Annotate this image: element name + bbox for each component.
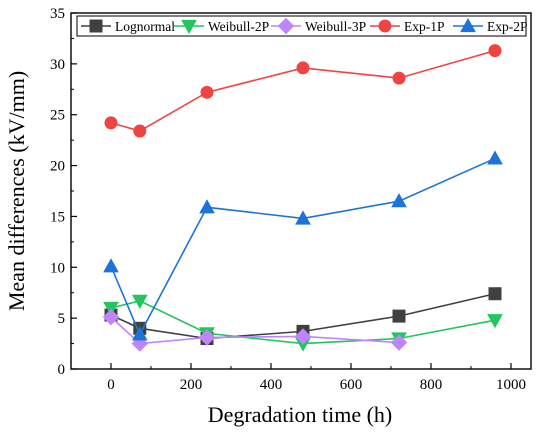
x-tick-label: 0 — [107, 377, 115, 393]
legend-item: Weibull-3P — [271, 17, 366, 35]
series-line — [110, 300, 496, 345]
legend-item: Exp-1P — [370, 19, 445, 34]
data-point — [198, 329, 216, 346]
data-point — [488, 44, 502, 58]
legend-label: Weibull-3P — [305, 19, 366, 34]
data-point — [392, 309, 406, 323]
legend-item: Exp-2P — [453, 17, 528, 34]
legend-marker — [89, 19, 103, 33]
data-point — [199, 199, 215, 214]
y-tick-label: 25 — [50, 108, 65, 124]
y-tick-label: 20 — [50, 159, 65, 175]
data-point — [488, 287, 502, 301]
data-point — [200, 85, 214, 99]
series-layer — [102, 44, 503, 352]
series-weibull-2p — [103, 294, 503, 352]
series-exp-1p — [104, 44, 502, 138]
y-tick-label: 35 — [50, 6, 65, 22]
x-tick-label: 200 — [180, 377, 203, 393]
data-point — [391, 193, 407, 208]
legend-label: Weibull-2P — [208, 19, 269, 34]
y-axis-title: Mean differences (kV/mm) — [4, 71, 29, 311]
legend-item: Weibull-2P — [174, 19, 269, 35]
data-point — [133, 124, 147, 138]
y-tick-label: 5 — [58, 311, 66, 327]
legend-label: Exp-2P — [487, 19, 528, 34]
data-point — [295, 210, 311, 225]
legend-marker — [460, 17, 476, 33]
data-point — [104, 116, 118, 130]
legend-item: Lognormal — [81, 19, 175, 34]
legend-marker — [181, 19, 197, 35]
data-point — [487, 314, 503, 329]
data-point — [294, 328, 312, 345]
legend-label: Exp-1P — [404, 19, 445, 34]
x-tick-label: 1000 — [496, 377, 526, 393]
x-tick-label: 800 — [420, 377, 443, 393]
y-tick-label: 15 — [50, 209, 65, 225]
data-point — [487, 150, 503, 165]
x-tick-label: 400 — [260, 377, 283, 393]
data-point — [103, 301, 119, 317]
data-point — [103, 258, 119, 273]
data-point — [131, 326, 148, 341]
x-axis-ticks: 0 200 400 600 800 1000 — [107, 363, 526, 393]
legend-label: Lognormal — [115, 19, 175, 34]
data-point — [131, 294, 148, 309]
data-point — [296, 61, 310, 75]
legend-marker — [277, 17, 295, 35]
data-point — [390, 334, 408, 351]
y-tick-label: 30 — [50, 57, 65, 73]
legend-marker — [378, 19, 392, 33]
data-point — [102, 308, 120, 326]
data-point — [392, 71, 406, 85]
series-exp-2p — [103, 150, 503, 341]
series-line — [110, 157, 496, 337]
series-weibull-3p — [102, 308, 408, 352]
y-tick-label: 10 — [50, 260, 65, 276]
legend: Lognormal Weibull-2P Weibull-3P Exp-1P Exp-2… — [76, 15, 528, 37]
y-axis-ticks: 0 5 10 15 20 25 30 35 — [50, 6, 77, 378]
y-tick-label: 0 — [58, 362, 66, 378]
x-axis-title: Degradation time (h) — [208, 402, 393, 427]
x-tick-label: 600 — [340, 377, 363, 393]
